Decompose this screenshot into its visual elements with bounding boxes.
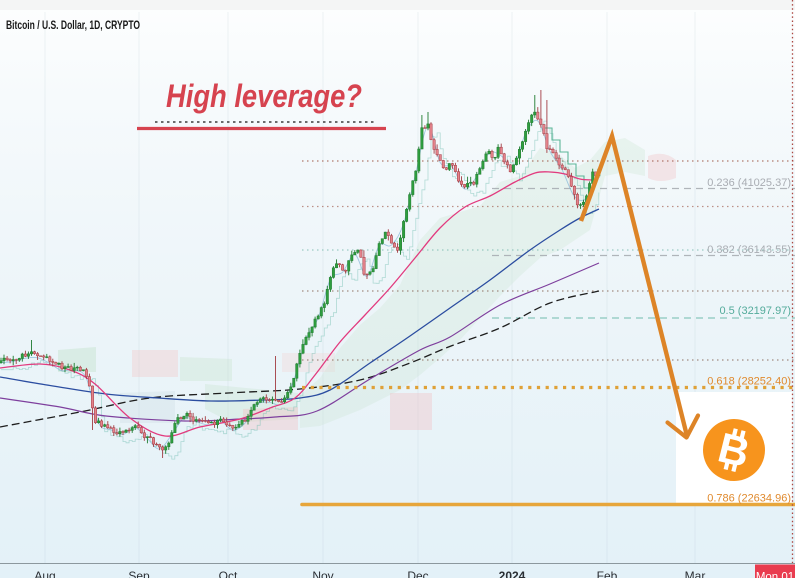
svg-text:2024: 2024 (499, 569, 526, 578)
svg-text:0.786 (22634.96): 0.786 (22634.96) (707, 493, 791, 505)
svg-text:High leverage?: High leverage? (166, 78, 362, 114)
svg-text:Dec: Dec (407, 569, 428, 578)
svg-text:Feb: Feb (597, 569, 618, 578)
svg-text:Bitcoin / U.S. Dollar, 1D, CRY: Bitcoin / U.S. Dollar, 1D, CRYPTO (6, 20, 140, 32)
svg-text:Aug: Aug (34, 569, 55, 578)
svg-text:Sep: Sep (128, 569, 150, 578)
svg-text:Nov: Nov (312, 569, 333, 578)
svg-text:0.618 (28252.40): 0.618 (28252.40) (707, 376, 791, 388)
svg-text:0.382 (36143.55): 0.382 (36143.55) (707, 244, 791, 256)
svg-text:0.5 (32197.97): 0.5 (32197.97) (719, 305, 791, 317)
svg-text:0.236 (41025.37): 0.236 (41025.37) (707, 177, 791, 189)
svg-text:Mar: Mar (685, 569, 706, 578)
svg-text:Oct: Oct (219, 569, 238, 578)
svg-text:Mon 01: Mon 01 (756, 572, 794, 579)
